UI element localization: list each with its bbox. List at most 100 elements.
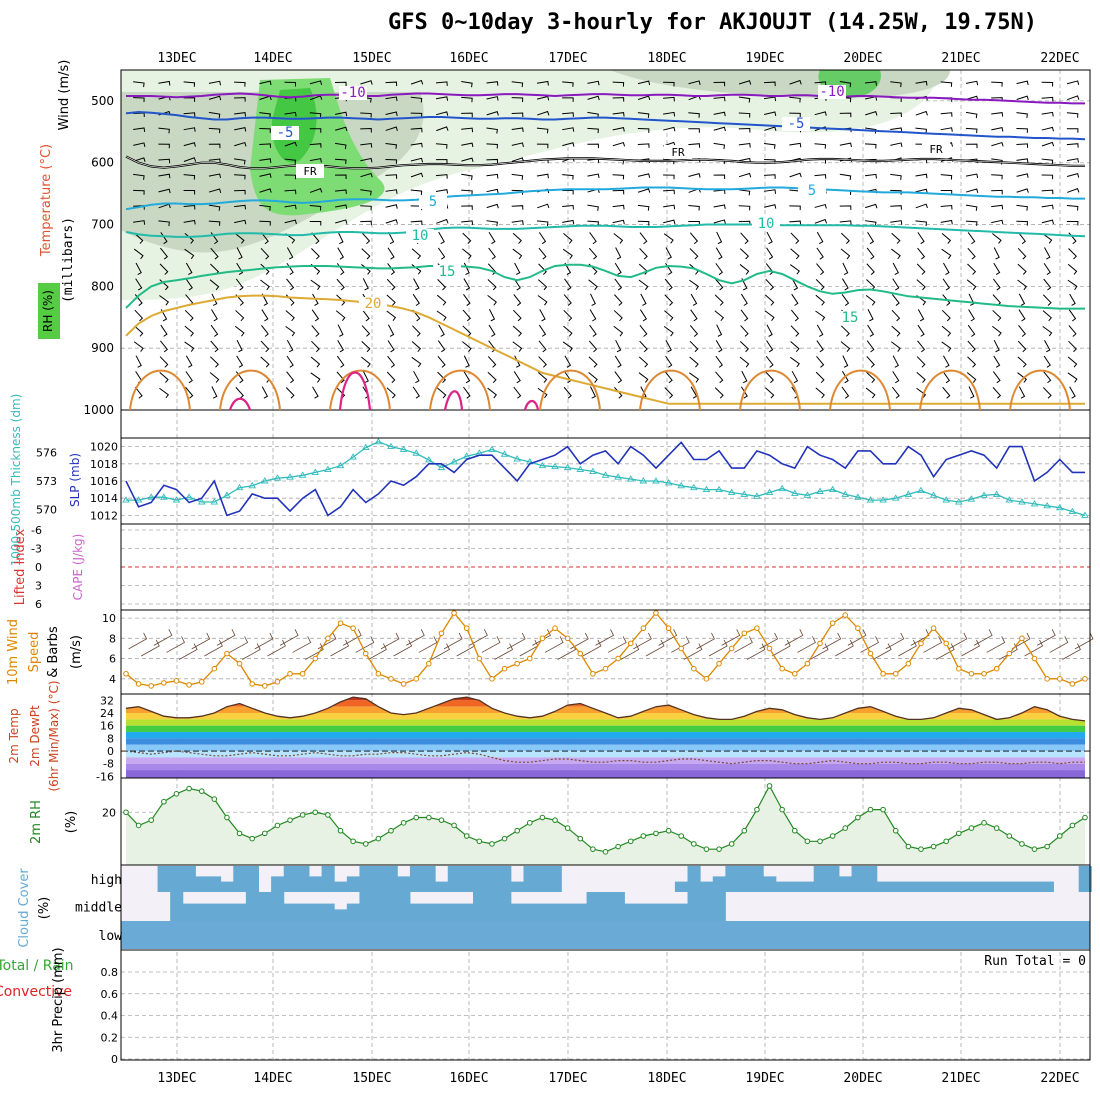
wind-barb <box>208 111 221 119</box>
ylabel-wind10: 10m Wind <box>6 619 21 685</box>
wind-barb <box>713 111 726 117</box>
cloud-middle-bar <box>208 903 222 921</box>
wind-barb <box>410 172 424 178</box>
rh-point <box>337 827 344 834</box>
cloud-high-bar <box>687 866 701 892</box>
wind-barb <box>1043 278 1052 291</box>
wind10-point <box>1069 681 1076 687</box>
wind-barb <box>1017 279 1027 291</box>
pressure-tick-label: 800 <box>91 279 114 293</box>
wind-barb <box>941 325 952 337</box>
cloud-high-bar <box>397 876 411 892</box>
cloud-high-bar <box>674 881 689 892</box>
wind-barb <box>941 309 951 322</box>
thickness-point <box>185 493 193 500</box>
wind10-point <box>249 681 255 687</box>
wind-barb <box>789 142 802 148</box>
wind-barb <box>740 309 749 322</box>
wind-barb <box>133 248 144 260</box>
wind-barb <box>311 232 320 245</box>
wind-barb <box>637 112 650 119</box>
wind-barb <box>410 127 423 133</box>
warm-contour <box>429 369 491 411</box>
x-tick-label-top: 15DEC <box>352 51 391 66</box>
thickness-point <box>462 452 471 459</box>
wind-barb <box>462 309 472 322</box>
wind10-point <box>741 630 748 637</box>
wind-barb <box>133 127 146 133</box>
wind10-barb <box>469 629 488 646</box>
wind-barb <box>309 143 322 148</box>
wind-barb <box>486 111 499 116</box>
rh-point <box>1082 814 1088 821</box>
wind-barb <box>208 158 221 164</box>
wind-barb <box>210 340 219 353</box>
wind10-barb <box>267 639 286 657</box>
wind-barb <box>487 356 497 368</box>
wind-barb <box>741 370 748 384</box>
li-tick-label: 0 <box>35 561 42 574</box>
wind-barb <box>512 232 522 244</box>
wind10-point <box>236 660 243 667</box>
wind-barb <box>942 371 951 384</box>
wind-barb <box>387 231 395 245</box>
wind-barb <box>261 386 269 399</box>
wind10-point <box>463 625 470 632</box>
wind-barb <box>590 386 596 399</box>
wind10-barb <box>1011 632 1031 650</box>
wind-barb <box>866 356 875 368</box>
precip-tick-label: 0.8 <box>101 966 119 979</box>
wind-barb <box>866 247 875 260</box>
wind-barb <box>562 219 575 225</box>
wind-barb <box>1041 204 1054 210</box>
wind-barb <box>511 173 524 180</box>
temp-tick-label: 8 <box>107 732 114 745</box>
wind-barb <box>260 263 270 275</box>
wind-barb <box>1041 219 1054 225</box>
wind-barb <box>689 356 699 368</box>
wind-barb <box>539 309 546 322</box>
wind-barb <box>513 294 522 306</box>
wind-barb <box>463 371 471 384</box>
wind-barb <box>637 173 651 178</box>
cloud-middle-bar <box>435 903 449 921</box>
wind-barb <box>614 371 623 384</box>
wind-barb <box>385 111 398 117</box>
wind-barb <box>940 174 953 180</box>
thickness-point <box>361 443 370 451</box>
wind-barb <box>259 220 271 226</box>
wind-barb <box>335 219 348 224</box>
wind10-point <box>1006 650 1013 657</box>
wind-barb <box>1016 143 1029 148</box>
rh-point <box>678 833 685 839</box>
wind-barb <box>311 340 320 353</box>
cloud-middle-bar <box>409 903 424 921</box>
rh-point <box>829 833 836 839</box>
wind-barb <box>1066 205 1079 211</box>
wind-barb <box>234 141 247 147</box>
rh-point <box>728 841 735 847</box>
isotherm-label-bg <box>419 195 447 209</box>
wind-barb <box>562 127 575 132</box>
wind-barb <box>890 127 903 133</box>
wind-barb <box>1018 386 1026 399</box>
cloud-high-bar <box>952 881 966 892</box>
wind-barb <box>615 247 622 260</box>
wind-barb <box>916 356 926 368</box>
wind-barb <box>839 81 852 88</box>
pressure-tick-label: 900 <box>91 341 114 355</box>
wind-barb <box>488 324 496 337</box>
rh-point <box>463 833 470 839</box>
wind-barb <box>158 188 171 194</box>
x-tick-label-bottom: 15DEC <box>352 1071 391 1086</box>
wind10-barb <box>923 636 943 653</box>
wind10-point <box>426 660 432 667</box>
wind-barb <box>1018 309 1026 322</box>
wind-barb <box>892 355 899 368</box>
wind-barb <box>790 356 800 368</box>
wind-barb <box>511 127 524 133</box>
wind-barb <box>133 341 144 352</box>
rh-point <box>766 783 773 789</box>
wind-barb <box>840 248 851 260</box>
wind10-barb <box>607 636 627 653</box>
